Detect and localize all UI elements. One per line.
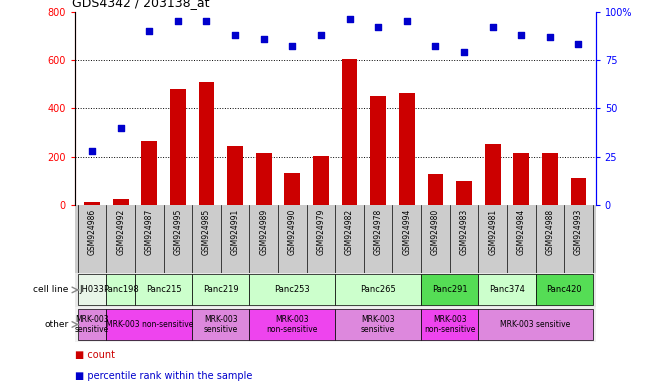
Bar (192, 309, 249, 340)
Bar (77, 274, 106, 306)
Text: Panc265: Panc265 (360, 285, 396, 294)
Text: GSM924991: GSM924991 (230, 209, 240, 255)
Bar (135, 274, 192, 306)
Text: cell line: cell line (33, 285, 68, 295)
Text: JH033: JH033 (79, 285, 104, 294)
Text: MRK-003
sensitive: MRK-003 sensitive (361, 315, 395, 334)
Text: MRK-003
sensitive: MRK-003 sensitive (204, 315, 238, 334)
Bar (485, 144, 501, 205)
Text: GSM924992: GSM924992 (116, 209, 125, 255)
Point (373, 24, 383, 30)
Point (488, 24, 498, 30)
Text: GSM924985: GSM924985 (202, 209, 211, 255)
Text: MRK-003 non-sensitive: MRK-003 non-sensitive (105, 320, 193, 329)
Text: GSM924989: GSM924989 (259, 209, 268, 255)
Text: GSM924978: GSM924978 (374, 209, 383, 255)
Point (173, 18, 183, 24)
Text: Panc420: Panc420 (546, 285, 582, 294)
Point (230, 32, 240, 38)
Bar (542, 153, 558, 205)
Bar (284, 173, 300, 205)
Text: GSM924994: GSM924994 (402, 209, 411, 255)
Point (402, 18, 412, 24)
Bar (399, 93, 415, 205)
Text: MRK-003
non-sensitive: MRK-003 non-sensitive (424, 315, 475, 334)
Point (201, 18, 212, 24)
Text: Panc219: Panc219 (203, 285, 239, 294)
Bar (456, 181, 472, 205)
Bar (199, 82, 214, 205)
Bar (249, 309, 335, 340)
Bar (106, 309, 192, 340)
Bar (478, 309, 593, 340)
Bar (249, 274, 335, 306)
Text: GSM924993: GSM924993 (574, 209, 583, 255)
Bar (478, 274, 536, 306)
Bar (192, 274, 249, 306)
Point (115, 125, 126, 131)
Text: Panc215: Panc215 (146, 285, 182, 294)
Bar (170, 89, 186, 205)
Bar (113, 199, 128, 205)
Text: GSM924979: GSM924979 (316, 209, 326, 255)
Bar (106, 274, 135, 306)
Bar (313, 156, 329, 205)
Text: GSM924988: GSM924988 (546, 209, 555, 255)
Text: Panc374: Panc374 (489, 285, 525, 294)
Point (459, 49, 469, 55)
Text: Panc198: Panc198 (103, 285, 139, 294)
Text: other: other (44, 320, 68, 329)
Bar (256, 153, 271, 205)
Point (144, 28, 154, 34)
Bar (514, 153, 529, 205)
Text: GSM924986: GSM924986 (87, 209, 96, 255)
Bar (428, 174, 443, 205)
Text: GDS4342 / 203138_at: GDS4342 / 203138_at (72, 0, 210, 9)
Text: Panc253: Panc253 (275, 285, 311, 294)
Bar (370, 96, 386, 205)
Bar (335, 309, 421, 340)
Point (430, 43, 441, 50)
Bar (227, 146, 243, 205)
Bar (536, 274, 593, 306)
Point (516, 32, 527, 38)
Point (287, 43, 298, 50)
Point (574, 41, 584, 48)
Text: MRK-003
sensitive: MRK-003 sensitive (75, 315, 109, 334)
Bar (141, 141, 157, 205)
Text: ■ count: ■ count (75, 350, 115, 360)
Bar (421, 274, 478, 306)
Text: MRK-003 sensitive: MRK-003 sensitive (501, 320, 571, 329)
Text: Panc291: Panc291 (432, 285, 467, 294)
Bar (571, 177, 587, 205)
Text: GSM924980: GSM924980 (431, 209, 440, 255)
Point (344, 16, 355, 22)
Text: ■ percentile rank within the sample: ■ percentile rank within the sample (75, 371, 252, 381)
Text: GSM924987: GSM924987 (145, 209, 154, 255)
Bar (421, 309, 478, 340)
Text: GSM924982: GSM924982 (345, 209, 354, 255)
Bar (342, 59, 357, 205)
Text: GSM924995: GSM924995 (173, 209, 182, 255)
Bar (77, 309, 106, 340)
Point (87, 148, 97, 154)
Text: GSM924983: GSM924983 (460, 209, 469, 255)
Bar (335, 274, 421, 306)
Text: GSM924981: GSM924981 (488, 209, 497, 255)
Point (545, 34, 555, 40)
Point (316, 32, 326, 38)
Bar (84, 202, 100, 205)
Text: MRK-003
non-sensitive: MRK-003 non-sensitive (267, 315, 318, 334)
Point (258, 36, 269, 42)
Text: GSM924984: GSM924984 (517, 209, 526, 255)
Text: GSM924990: GSM924990 (288, 209, 297, 255)
